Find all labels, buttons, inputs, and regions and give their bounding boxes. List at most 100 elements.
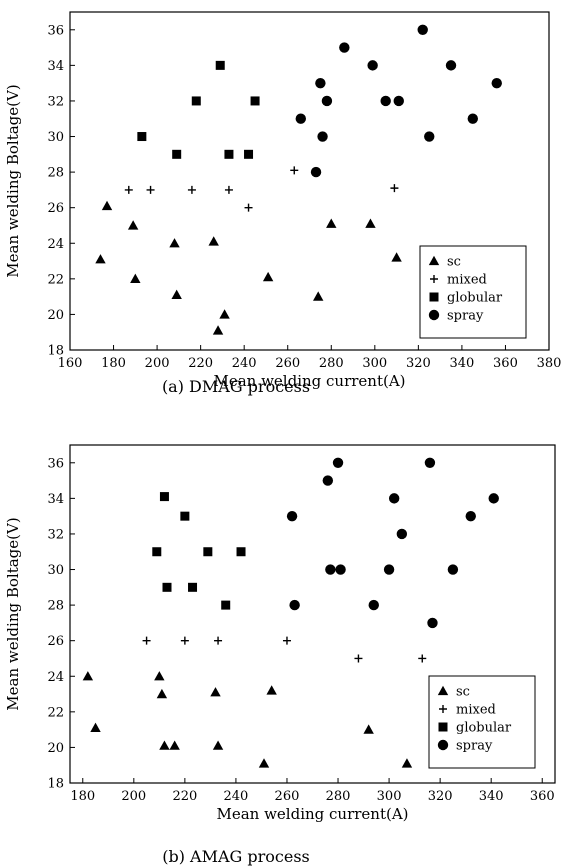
data-point-mixed <box>224 185 233 194</box>
data-point-spray <box>322 475 334 486</box>
data-point-globular <box>159 492 169 502</box>
data-point-spray <box>380 95 391 107</box>
data-point-globular <box>191 96 201 106</box>
x-tick-label: 380 <box>537 356 562 371</box>
data-point-spray <box>335 564 346 575</box>
data-point-sc <box>266 685 277 695</box>
legend-marker-spray <box>428 309 440 321</box>
data-point-sc <box>90 722 101 733</box>
data-point-mixed <box>146 185 155 194</box>
data-point-globular <box>137 132 147 142</box>
y-tick-label: 20 <box>47 308 64 323</box>
data-point-spray <box>488 493 499 504</box>
data-point-spray <box>310 166 322 178</box>
data-point-globular <box>250 96 260 106</box>
plot-frame <box>69 444 556 784</box>
x-tick-label: 320 <box>406 356 431 371</box>
data-point-spray <box>467 113 478 124</box>
data-point-spray <box>368 599 379 611</box>
y-tick-label: 22 <box>47 272 64 287</box>
data-point-spray <box>321 95 333 107</box>
data-point-mixed <box>354 654 363 663</box>
y-tick-label: 36 <box>47 456 64 471</box>
data-point-sc <box>208 236 219 246</box>
data-point-spray <box>317 131 328 142</box>
y-tick-label: 22 <box>47 705 64 720</box>
legend-marker-mixed <box>439 705 447 713</box>
legend-label-globular: globular <box>447 291 503 306</box>
legend-label-spray: spray <box>447 309 484 324</box>
x-tick-label: 340 <box>449 356 474 371</box>
y-tick-label: 26 <box>47 201 64 216</box>
data-point-globular <box>215 60 225 70</box>
y-tick-label: 34 <box>47 492 64 507</box>
y-axis-label: Mean welding Boltage(V) <box>4 84 22 277</box>
data-point-sc <box>262 271 274 282</box>
data-point-spray <box>383 564 395 575</box>
data-point-mixed <box>290 166 299 175</box>
data-point-sc <box>101 200 113 211</box>
data-point-sc <box>82 671 94 681</box>
data-point-sc <box>210 687 221 697</box>
data-point-globular <box>224 149 234 159</box>
x-tick-label: 360 <box>530 789 555 804</box>
y-tick-label: 34 <box>47 59 64 74</box>
x-tick-label: 200 <box>145 356 170 371</box>
chart-a-dmag: 160 180 200 220 240 260 280 300 320 340 360 380 18 20… <box>4 11 562 396</box>
y-tick-label: 24 <box>47 670 64 685</box>
y-tick-label: 20 <box>47 741 64 756</box>
data-point-mixed <box>124 185 133 194</box>
y-tick-label: 18 <box>47 777 64 792</box>
y-tick-label: 32 <box>47 94 64 109</box>
x-tick-label: 180 <box>101 356 126 371</box>
data-point-sc <box>171 289 182 300</box>
y-tick-label: 28 <box>47 599 64 614</box>
data-point-sc <box>169 740 180 750</box>
data-point-spray <box>325 564 336 575</box>
y-tick-label: 26 <box>47 634 64 649</box>
data-point-spray <box>315 77 326 89</box>
y-tick-label: 30 <box>47 130 64 145</box>
y-tick-label: 18 <box>47 344 64 359</box>
data-point-mixed <box>142 636 151 645</box>
data-point-globular <box>180 511 190 521</box>
legend-marker-mixed <box>430 275 438 283</box>
data-point-spray <box>447 564 459 575</box>
x-tick-label: 180 <box>70 789 95 804</box>
data-point-sc <box>391 252 402 262</box>
legend-label-sc: sc <box>447 255 461 270</box>
y-tick-label: 28 <box>47 166 64 181</box>
data-point-spray <box>445 60 457 71</box>
chart-caption: (a) DMAG process <box>162 377 310 396</box>
data-point-spray <box>427 617 438 629</box>
x-tick-label: 220 <box>188 356 213 371</box>
data-point-mixed <box>282 636 291 645</box>
data-point-sc <box>130 273 141 284</box>
data-point-spray <box>417 24 428 35</box>
legend: sc mixed globular spray <box>419 245 527 339</box>
legend-marker-globular <box>429 292 439 302</box>
data-point-spray <box>491 77 502 89</box>
data-point-mixed <box>390 184 399 193</box>
data-point-spray <box>393 95 404 107</box>
legend-marker-sc <box>437 685 449 696</box>
data-point-globular <box>236 547 246 557</box>
chart-b-amag: 180 200 220 240 260 280 300 320 340 360 18 20 22 24 26… <box>4 444 556 866</box>
x-tick-label: 240 <box>224 789 249 804</box>
data-point-sc <box>258 758 270 768</box>
data-point-spray <box>295 113 306 124</box>
data-point-sc <box>219 309 230 319</box>
plot-frame <box>69 11 550 351</box>
data-point-sc <box>365 218 376 228</box>
data-point-globular <box>244 149 254 159</box>
data-point-globular <box>172 149 182 159</box>
x-tick-label: 280 <box>326 789 351 804</box>
data-point-spray <box>332 457 344 468</box>
data-point-globular <box>221 600 231 610</box>
data-point-globular <box>152 547 162 557</box>
y-tick-label: 36 <box>47 23 64 38</box>
data-point-globular <box>188 582 198 592</box>
data-point-sc <box>95 254 106 264</box>
data-point-mixed <box>244 203 253 212</box>
data-point-sc <box>156 688 168 699</box>
